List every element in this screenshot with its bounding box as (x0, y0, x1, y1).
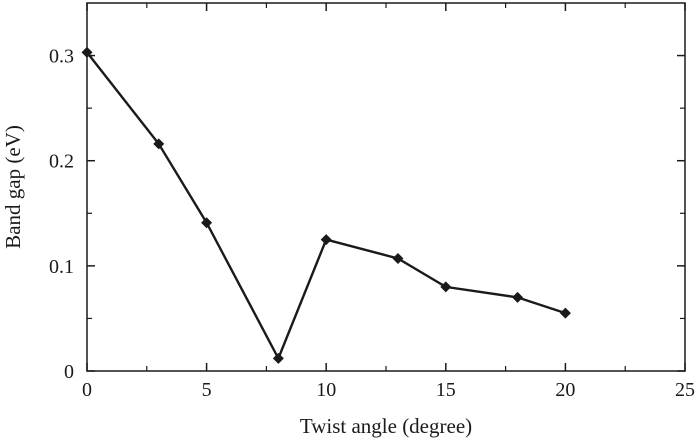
plot-frame (86, 2, 686, 372)
x-tick-label: 10 (316, 379, 336, 401)
data-point-marker (272, 352, 284, 364)
y-tick-label: 0.2 (49, 151, 74, 173)
data-point-marker (559, 307, 571, 319)
y-tick-label: 0.1 (49, 256, 74, 278)
x-tick-label: 20 (555, 379, 575, 401)
data-point-marker (320, 234, 332, 246)
y-axis-label: Band gap (eV) (1, 125, 25, 249)
x-axis-label: Twist angle (degree) (300, 414, 472, 438)
series-layer (81, 46, 571, 364)
y-tick-label: 0.3 (49, 46, 74, 68)
data-point-marker (201, 217, 213, 229)
data-point-marker (392, 252, 404, 264)
x-tick-label: 15 (436, 379, 456, 401)
x-tick-label: 25 (675, 379, 695, 401)
y-axis-ticks: 0 0.1 0.2 0.3 (49, 46, 685, 383)
data-point-marker (81, 46, 93, 58)
series-line (86, 51, 566, 362)
x-tick-label: 5 (202, 379, 212, 401)
data-point-marker (153, 138, 165, 150)
y-tick-label: 0 (64, 361, 74, 383)
x-axis-ticks: 0 5 10 15 20 25 (82, 3, 695, 401)
data-point-marker (512, 291, 524, 303)
data-point-marker (440, 281, 452, 293)
x-tick-label: 0 (82, 379, 92, 401)
